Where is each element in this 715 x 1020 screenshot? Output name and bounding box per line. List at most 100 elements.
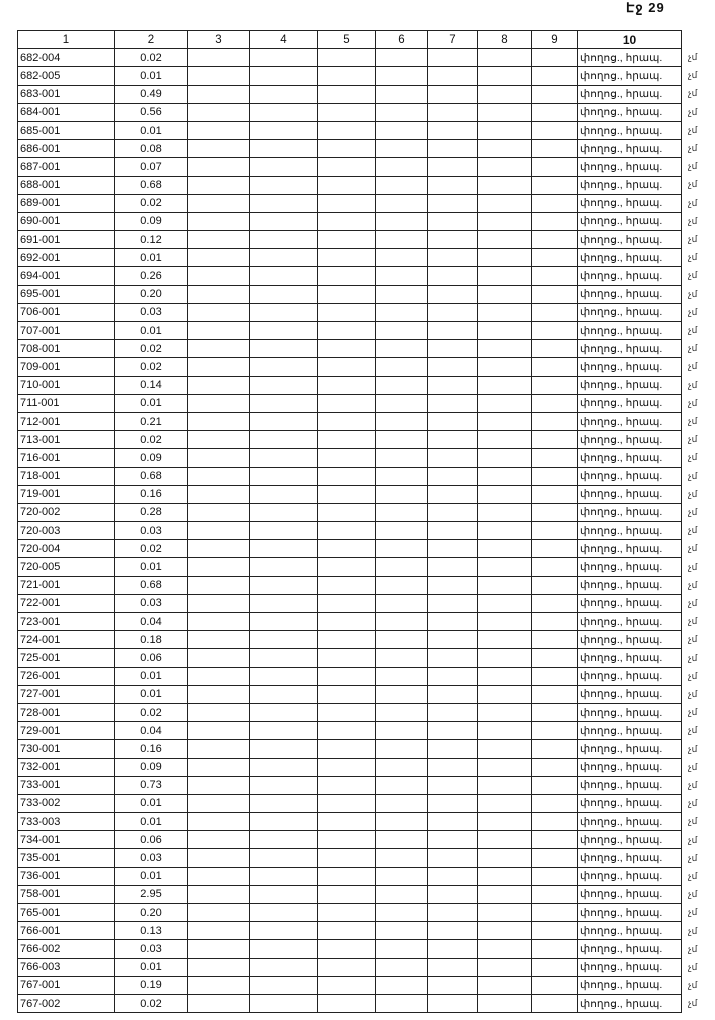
empty-cell — [375, 957, 428, 977]
empty-cell — [427, 630, 478, 650]
empty-cell — [531, 484, 578, 504]
margin-mark: չմ — [688, 943, 698, 954]
margin-mark: չմ — [688, 306, 698, 317]
table-row: 720-002 0.28 փողոց., հրապ. — [17, 502, 682, 523]
parcel-id-cell: 718-001 — [17, 466, 115, 486]
margin-mark: չմ — [688, 143, 698, 153]
parcel-id-cell: 708-001 — [17, 339, 115, 359]
empty-cell — [427, 484, 478, 504]
empty-cell — [187, 957, 250, 977]
margin-mark: չմ — [688, 88, 698, 99]
empty-cell — [531, 739, 578, 759]
empty-cell — [187, 48, 250, 68]
note-cell: փողոց., հրապ. — [577, 684, 682, 704]
empty-cell — [477, 648, 532, 668]
empty-cell — [317, 848, 376, 868]
empty-cell — [317, 666, 376, 686]
parcel-id-cell: 688-001 — [17, 175, 115, 195]
note-cell: փողոց., հրապ. — [577, 193, 682, 213]
margin-mark: չմ — [688, 397, 698, 408]
empty-cell — [375, 357, 428, 377]
note-cell: փողոց., հրապ. — [577, 302, 682, 323]
empty-cell — [375, 466, 428, 486]
empty-cell — [187, 230, 250, 250]
column-header: 10 — [577, 29, 682, 50]
note-cell: փողոց., հրապ. — [577, 866, 682, 886]
empty-cell — [427, 939, 478, 959]
empty-cell — [187, 539, 250, 559]
empty-cell — [531, 648, 578, 668]
margin-mark: չմ — [688, 998, 698, 1009]
empty-cell — [187, 830, 250, 850]
area-cell: 0.19 — [114, 975, 188, 995]
empty-cell — [375, 302, 428, 323]
empty-cell — [187, 393, 250, 413]
empty-cell — [531, 502, 578, 523]
parcel-id-cell: 732-001 — [17, 757, 115, 777]
area-cell: 0.03 — [114, 521, 188, 541]
parcel-id-cell: 691-001 — [17, 230, 115, 250]
parcel-id-cell: 710-001 — [17, 375, 115, 395]
area-cell: 0.01 — [114, 393, 188, 413]
area-cell: 0.01 — [114, 866, 188, 886]
empty-cell — [317, 648, 376, 668]
margin-mark: չմ — [688, 761, 698, 772]
area-cell: 0.01 — [114, 793, 188, 814]
empty-cell — [375, 648, 428, 668]
table-row: 710-001 0.14 փողոց., հրապ. — [17, 375, 682, 395]
empty-cell — [427, 993, 478, 1014]
column-header: 4 — [249, 29, 318, 50]
empty-cell — [477, 684, 532, 704]
empty-cell — [427, 884, 478, 905]
margin-mark: չմ — [688, 70, 698, 81]
empty-cell — [187, 630, 250, 650]
note-cell: փողոց., հրապ. — [577, 993, 682, 1014]
empty-cell — [427, 793, 478, 814]
empty-cell — [427, 66, 478, 86]
empty-cell — [427, 848, 478, 868]
parcel-id-cell: 724-001 — [17, 630, 115, 650]
margin-mark: չմ — [688, 234, 698, 244]
parcel-id-cell: 766-003 — [17, 957, 115, 977]
margin-mark: չմ — [688, 197, 698, 208]
empty-cell — [249, 448, 318, 468]
empty-cell — [477, 120, 532, 141]
empty-cell — [531, 957, 578, 977]
empty-cell — [249, 357, 318, 377]
area-cell: 0.12 — [114, 230, 188, 250]
empty-cell — [187, 521, 250, 541]
note-cell: փողոց., հրապ. — [577, 266, 682, 286]
note-cell: փողոց., հրապ. — [577, 957, 682, 977]
empty-cell — [317, 866, 376, 886]
note-cell: փողոց., հրապ. — [577, 739, 682, 759]
parcel-id-cell: 709-001 — [17, 357, 115, 377]
empty-cell — [187, 66, 250, 86]
empty-cell — [477, 630, 532, 650]
table-row: 682-004 0.02 փողոց., հրապ. — [17, 48, 682, 68]
empty-cell — [531, 939, 578, 959]
empty-cell — [531, 430, 578, 450]
margin-mark: չմ — [688, 798, 698, 809]
table-row: 708-001 0.02 փողոց., հրապ. — [17, 339, 682, 359]
margin-mark: չմ — [688, 343, 698, 354]
area-cell: 2.95 — [114, 884, 188, 905]
empty-cell — [187, 357, 250, 377]
empty-cell — [531, 302, 578, 323]
parcel-id-cell: 730-001 — [17, 739, 115, 759]
area-cell: 0.03 — [114, 848, 188, 868]
area-cell: 0.08 — [114, 139, 188, 159]
area-cell: 0.16 — [114, 739, 188, 759]
empty-cell — [187, 157, 250, 177]
empty-cell — [375, 739, 428, 759]
empty-cell — [249, 502, 318, 523]
note-cell: փողոց., հրապ. — [577, 611, 682, 632]
empty-cell — [531, 757, 578, 777]
parcel-id-cell: 758-001 — [17, 884, 115, 905]
table-row: 766-003 0.01 փողոց., հրապ. — [17, 957, 682, 977]
empty-cell — [375, 430, 428, 450]
empty-cell — [531, 630, 578, 650]
empty-cell — [427, 375, 478, 395]
empty-cell — [477, 357, 532, 377]
area-cell: 0.06 — [114, 830, 188, 850]
margin-mark: չմ — [688, 416, 698, 426]
